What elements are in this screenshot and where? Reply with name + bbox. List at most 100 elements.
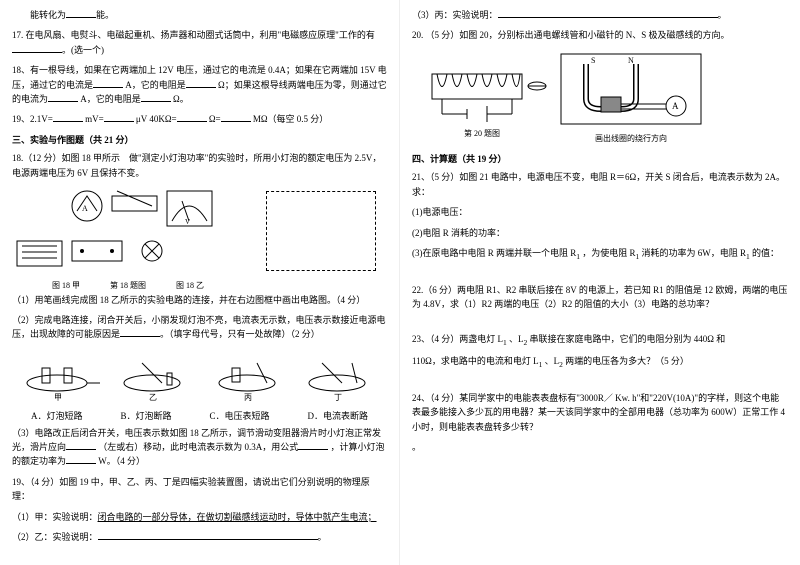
q23-line2: 110Ω，求电路中的电流和电灯 L1 、L2 两端的电压各为多大？（5 分） [412, 354, 788, 371]
solenoid-icon [412, 54, 552, 124]
fig18-row: A V [12, 186, 387, 276]
lbl: 第 18 题图 [110, 280, 146, 293]
svg-text:A: A [672, 101, 679, 111]
e18-2: （2）完成电路连接，闭合开关后，小丽发现灯泡不亮，电流表无示数，电压表示数接近电… [12, 313, 387, 342]
t: （1）甲：实验说明： [12, 512, 98, 522]
bl [120, 327, 160, 337]
section-3-title: 三、实验与作图题（共 21 分） [12, 133, 387, 147]
t: 能转化为 [30, 10, 66, 20]
e19-1: （1）甲：实验说明：闭合电路的一部分导体，在做切割磁感线运动时，导体中就产生电流… [12, 510, 387, 524]
t: 两端的电压各为多大？（5 分） [565, 356, 689, 366]
s: 1 [539, 360, 543, 369]
svg-text:乙: 乙 [149, 393, 157, 402]
t: 110Ω，求电路中的电流和电灯 L [412, 356, 539, 366]
q21: 21、（5 分）如图 21 电路中，电源电压不变，电阻 R＝6Ω，开关 S 闭合… [412, 170, 788, 199]
e18: 18.（12 分）如图 18 甲所示 做"测定小灯泡功率"的实验时，所用小灯泡的… [12, 151, 387, 180]
fig18-apparatus-icon: A V [12, 186, 262, 276]
t: Ω。 [173, 94, 189, 104]
t: W。（4 分） [98, 456, 145, 466]
q19: 19、2.1V= mV= μV 40KΩ= Ω= MΩ（每空 0.5 分） [12, 112, 387, 126]
bl [98, 530, 318, 540]
bl [66, 454, 96, 464]
svg-text:丙: 丙 [244, 393, 252, 402]
s: 2 [559, 360, 563, 369]
q21-1: (1)电源电压： [412, 205, 788, 219]
fig20-row: 第 20 题图 A SN 画出线圈的绕行方向 [412, 49, 788, 146]
q17-pre: 能转化为 能。 [12, 8, 387, 22]
e18-3: （3）电路改正后闭合开关，电压表示数如图 18 乙所示，调节滑动变阻器滑片时小灯… [12, 426, 387, 469]
fig18-labels: 图 18 甲 第 18 题图 图 18 乙 [12, 280, 387, 293]
opt-b: B．灯泡断路 [120, 409, 171, 423]
t: μV 40KΩ= [136, 114, 177, 124]
q23: 23、（4 分）两盏电灯 L1 、L2 串联接在家庭电路中，它们的电阻分别为 4… [412, 332, 788, 349]
t: （3）丙：实验说明： [412, 10, 498, 20]
bl [498, 8, 718, 18]
e18-1: （1）用笔画线完成图 18 乙所示的实验电路的连接，并在右边图框中画出电路图。（… [12, 293, 387, 307]
bl [186, 78, 216, 88]
t: 串联接在家庭电路中，它们的电阻分别为 440Ω 和 [530, 334, 726, 344]
bl [48, 92, 78, 102]
t: 、L [509, 334, 524, 344]
e19-3: （3）丙：实验说明： 。 [412, 8, 788, 22]
t: Ω= [209, 114, 221, 124]
s: 2 [524, 337, 528, 346]
t: 、L [545, 356, 560, 366]
e19: 19、（4 分）如图 19 中，甲、乙、丙、丁是四幅实验装置图，请说出它们分别说… [12, 475, 387, 504]
t: mV= [85, 114, 104, 124]
t: A，它的电阻是 [80, 94, 141, 104]
t: （左或右）移动，此时电流表示数为 0.3A，用公式 [98, 442, 298, 452]
t: 23、（4 分）两盏电灯 L [412, 334, 503, 344]
t: A，它的电阻是 [125, 80, 186, 90]
q21-3: (3)在原电路中电阻 R 两端并联一个电阻 R1 ，为使电阻 R1 消耗的功率为… [412, 246, 788, 263]
t: 能。 [96, 10, 114, 20]
q21-2: (2)电阻 R 消耗的功率： [412, 226, 788, 240]
s: 1 [746, 252, 750, 261]
bl [66, 440, 96, 450]
t: 19、2.1V= [12, 114, 53, 124]
bl [93, 78, 123, 88]
lbl: 图 18 乙 [176, 280, 204, 293]
t: 。 [718, 10, 727, 20]
right-column: （3）丙：实验说明： 。 20. （5 分）如图 20，分别标出通电螺线管和小磁针… [400, 0, 800, 565]
bl [221, 112, 251, 122]
svg-text:V: V [185, 218, 190, 226]
t: (3)在原电路中电阻 R 两端并联一个电阻 R [412, 248, 576, 258]
opt-d: D．电流表断路 [307, 409, 368, 423]
t: MΩ（每空 0.5 分） [253, 114, 328, 124]
section-4-title: 四、计算题（共 19 分） [412, 152, 788, 166]
q24: 24、（4 分）某同学家中的电能表表盘标有"3000R／ Kw. h"和"220… [412, 391, 788, 434]
q20: 20. （5 分）如图 20，分别标出通电螺线管和小磁针的 N、S 极及磁感线的… [412, 28, 788, 42]
fig20-left: 第 20 题图 [412, 54, 552, 141]
left-column: 能转化为 能。 17. 在电风扇、电熨斗、电磁起重机、扬声器和动圈式话筒中，利用"… [0, 0, 400, 565]
t: ，为使电阻 R [582, 248, 635, 258]
fig20-label: 第 20 题图 [412, 128, 552, 141]
bl [66, 8, 96, 18]
options: A．灯泡短路 B．灯泡断路 C．电压表短路 D．电流表断路 [12, 409, 387, 423]
opt-a: A．灯泡短路 [31, 409, 83, 423]
t: （2）乙：实验说明： [12, 532, 98, 542]
lbl: 图 18 甲 [52, 280, 80, 293]
s: 1 [576, 252, 580, 261]
t: 17. 在电风扇、电熨斗、电磁起重机、扬声器和动圈式话筒中，利用"电磁感应原理"… [12, 30, 375, 40]
s: 1 [636, 252, 640, 261]
q17: 17. 在电风扇、电熨斗、电磁起重机、扬声器和动圈式话筒中，利用"电磁感应原理"… [12, 28, 387, 57]
svg-text:S: S [591, 56, 595, 65]
q18: 18、有一根导线，如果在它两端加上 12V 电压，通过它的电流是 0.4A；如果… [12, 63, 387, 106]
t: 消耗的功率为 6W，电阻 R [642, 248, 747, 258]
svg-text:A: A [82, 204, 88, 213]
t: 。（填字母代号，只有一处故障）（2 分） [160, 329, 320, 339]
t: 。(选一个) [62, 45, 104, 55]
s: 1 [503, 337, 507, 346]
bl [12, 43, 62, 53]
fig19-icon: 甲乙丙丁 [12, 348, 382, 403]
magnet-coil-icon: A S N [556, 49, 706, 129]
fig20-right: A SN 画出线圈的绕行方向 [556, 49, 706, 146]
e19-2: （2）乙：实验说明：。 [12, 530, 387, 544]
u: 闭合电路的一部分导体，在做切割磁感线运动时，导体中就产生电流； [98, 512, 377, 522]
circuit-draw-box [266, 191, 376, 271]
svg-text:甲: 甲 [54, 393, 62, 402]
bl [53, 112, 83, 122]
dot: 。 [412, 440, 788, 454]
svg-text:N: N [628, 56, 634, 65]
bl [104, 112, 134, 122]
